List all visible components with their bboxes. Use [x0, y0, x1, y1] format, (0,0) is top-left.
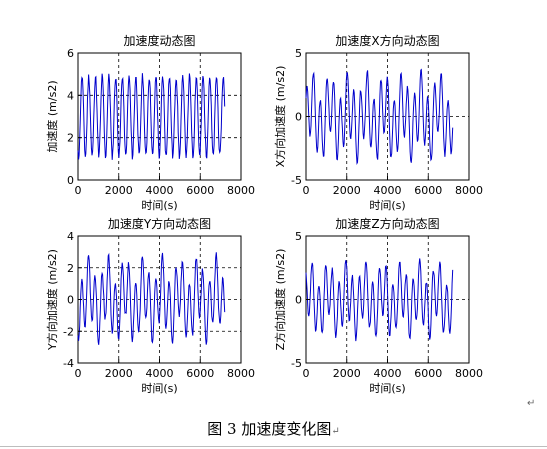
y-tick-label: 4 — [67, 89, 74, 102]
caption-paragraph-mark: ↵ — [331, 426, 340, 437]
y-axis-label: X方向加速度 (m/s2) — [273, 66, 287, 168]
x-tick-label: 4000 — [374, 367, 402, 380]
y-axis-label: Z方向加速度 (m/s2) — [273, 249, 287, 351]
x-tick-label: 2000 — [105, 367, 133, 380]
figure-caption-text: 图 3 加速度变化图 — [207, 420, 332, 438]
x-tick-label: 2000 — [333, 367, 361, 380]
y-tick-label: -5 — [291, 357, 302, 370]
chart-title: 加速度Y方向动态图 — [108, 216, 211, 231]
chart-title: 加速度Z方向动态图 — [335, 216, 439, 231]
series-line — [77, 73, 226, 160]
series-line — [305, 68, 454, 165]
x-tick-label: 2000 — [105, 184, 133, 197]
x-tick-label: 0 — [75, 367, 82, 380]
x-tick-label: 6000 — [186, 184, 214, 197]
series-line — [305, 258, 454, 342]
chart-title: 加速度X方向动态图 — [335, 33, 439, 48]
y-tick-label: 0 — [67, 294, 74, 307]
y-tick-label: 2 — [67, 132, 74, 145]
x-tick-label: 0 — [75, 184, 82, 197]
y-tick-label: 5 — [295, 230, 302, 243]
plot-area — [77, 52, 242, 181]
x-axis-label: 时间(s) — [141, 382, 177, 395]
y-tick-label: 5 — [295, 47, 302, 60]
y-tick-label: 0 — [295, 111, 302, 124]
chart-acceleration-x: 0 2000 4000 6000 8000-505加速度X方向动态图时间(s)X方向加速… — [273, 33, 483, 212]
x-tick-label: 2000 — [333, 184, 361, 197]
y-tick-label: 6 — [67, 47, 74, 60]
y-axis-label: Y方向加速度 (m/s2) — [45, 249, 59, 351]
y-tick-label: 0 — [295, 294, 302, 307]
x-axis-label: 时间(s) — [369, 199, 405, 212]
y-tick-label: -2 — [63, 325, 74, 338]
y-tick-label: 0 — [67, 174, 74, 187]
x-tick-label: 4000 — [146, 367, 174, 380]
y-tick-label: 2 — [67, 262, 74, 275]
bottom-rule — [0, 446, 547, 447]
y-axis-label: 加速度 (m/s2) — [45, 80, 59, 152]
x-axis-label: 时间(s) — [369, 382, 405, 395]
x-tick-label: 6000 — [414, 184, 442, 197]
chart-title: 加速度动态图 — [123, 33, 195, 48]
chart-acceleration-z: 0 2000 4000 6000 8000-505加速度Z方向动态图时间(s)Z方向加速… — [273, 216, 483, 395]
x-tick-label: 8000 — [455, 184, 483, 197]
x-tick-label: 8000 — [227, 184, 255, 197]
x-tick-label: 4000 — [374, 184, 402, 197]
figure-caption: 图 3 加速度变化图↵ — [0, 418, 547, 439]
y-tick-label: -4 — [63, 357, 74, 370]
x-tick-label: 0 — [303, 367, 310, 380]
x-tick-label: 8000 — [455, 367, 483, 380]
x-tick-label: 0 — [303, 184, 310, 197]
paragraph-mark: ↵ — [527, 398, 536, 409]
y-tick-label: 4 — [67, 230, 74, 243]
x-tick-label: 4000 — [146, 184, 174, 197]
series-line — [77, 252, 226, 345]
x-tick-label: 6000 — [414, 367, 442, 380]
x-tick-label: 8000 — [227, 367, 255, 380]
x-tick-label: 6000 — [186, 367, 214, 380]
y-tick-label: -5 — [291, 174, 302, 187]
x-axis-label: 时间(s) — [141, 199, 177, 212]
